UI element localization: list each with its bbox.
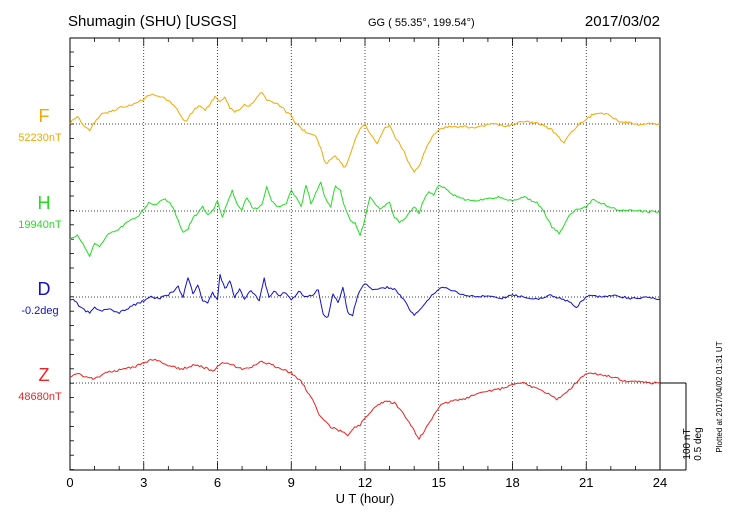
- series-labels: F 52230nT H 19940nT D -0.2deg Z 48680nT: [18, 106, 62, 403]
- x-axis-label: U T (hour): [336, 491, 395, 506]
- grid-lines: [70, 38, 660, 471]
- plotted-note: Plotted at 2017/04/02 01:31 UT: [715, 341, 724, 452]
- series-h-line: [69, 181, 661, 257]
- series-f-line: [69, 91, 661, 173]
- x-tick-label: 15: [432, 475, 446, 490]
- series-z-line: [69, 358, 661, 440]
- coordinates-label: GG ( 55.35°, 199.54°): [368, 17, 475, 29]
- x-tick-label: 6: [214, 475, 221, 490]
- series-h-baseline-label: 19940nT: [18, 219, 62, 231]
- series-z-name: Z: [39, 365, 50, 385]
- scale-bar: 100 nT 0.5 deg: [660, 382, 704, 471]
- x-tick-label: 21: [579, 475, 593, 490]
- scale-deg-label: 0.5 deg: [693, 427, 704, 460]
- x-axis: 0 3 6 9 12 15 18 21 24: [66, 38, 667, 490]
- series-f-name: F: [39, 106, 50, 126]
- series-z-baseline-label: 48680nT: [18, 391, 62, 403]
- series-d-baseline-label: -0.2deg: [21, 305, 58, 317]
- x-tick-label: 9: [288, 475, 295, 490]
- station-title: Shumagin (SHU) [USGS]: [68, 13, 236, 30]
- x-tick-label: 3: [140, 475, 147, 490]
- date-label: 2017/03/02: [585, 13, 660, 30]
- series-d-name: D: [38, 279, 51, 299]
- x-tick-label: 0: [66, 475, 73, 490]
- x-tick-label: 24: [653, 475, 667, 490]
- series-f-baseline-label: 52230nT: [18, 132, 62, 144]
- x-tick-label: 12: [358, 475, 372, 490]
- x-tick-label: 18: [505, 475, 519, 490]
- series-group: [69, 91, 661, 440]
- scale-nt-label: 100 nT: [682, 428, 693, 459]
- series-h-name: H: [38, 193, 51, 213]
- series-d-line: [69, 273, 661, 318]
